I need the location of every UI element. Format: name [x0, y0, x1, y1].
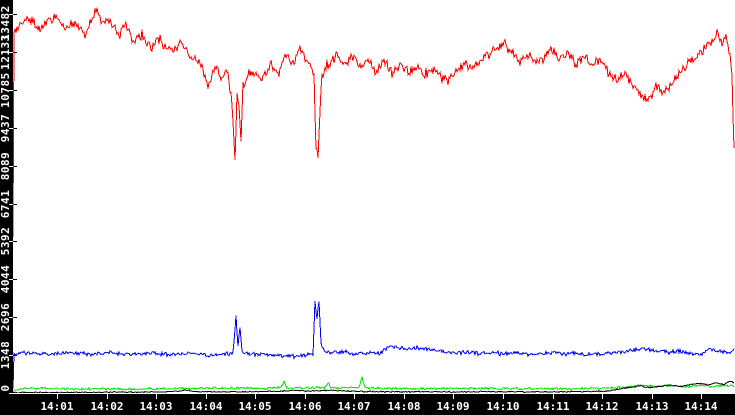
x-axis-tick [206, 394, 207, 399]
x-axis-tick-label: 14:14 [684, 400, 718, 413]
y-axis-tick-label: 8089 [0, 151, 12, 181]
y-axis-tick [9, 166, 13, 167]
x-axis-tick-label: 14:09 [436, 400, 470, 413]
y-axis-tick [9, 241, 13, 242]
y-axis-tick-label: 6741 [0, 189, 12, 219]
y-axis-tick [9, 90, 13, 91]
y-axis-inner-tick [13, 317, 17, 318]
y-axis-tick [9, 52, 13, 53]
y-axis-tick-label: 10785 [0, 72, 12, 108]
x-axis-tick-label: 14:03 [139, 400, 173, 413]
series-blue-trace [13, 301, 735, 389]
y-axis-inner-tick [13, 90, 17, 91]
y-axis-tick [9, 355, 13, 356]
x-axis-tick [305, 394, 306, 399]
x-axis-tick-label: 14:07 [337, 400, 371, 413]
y-axis-inner-tick [13, 166, 17, 167]
x-axis-tick [652, 394, 653, 399]
y-axis-tick-label: 1348 [0, 340, 12, 370]
series-green-trace [13, 376, 735, 392]
x-axis-tick [107, 394, 108, 399]
x-axis-tick [57, 394, 58, 399]
x-axis-tick-label: 14:11 [536, 400, 570, 413]
y-axis-inner-tick [13, 128, 17, 129]
x-axis-tick-label: 14:02 [90, 400, 124, 413]
series-red-trace [13, 7, 735, 237]
x-axis-tick [553, 394, 554, 399]
y-axis-inner-tick [13, 14, 17, 15]
y-axis-inner-tick [13, 204, 17, 205]
x-axis-tick [354, 394, 355, 399]
y-axis-inner-tick [13, 241, 17, 242]
x-axis-tick-label: 14:13 [635, 400, 669, 413]
y-axis: 0 1348 2696 4044 5392 6741 8089 9437 10785 12133 1… [0, 0, 13, 415]
x-axis-tick [404, 394, 405, 399]
y-axis-inner-tick [13, 52, 17, 53]
x-axis-tick-label: 14:12 [585, 400, 619, 413]
y-axis-tick [9, 317, 13, 318]
y-axis-tick-label: 4044 [0, 264, 12, 294]
x-axis-tick-label: 14:01 [40, 400, 74, 413]
y-axis-tick [9, 14, 13, 15]
x-axis-tick [701, 394, 702, 399]
x-axis-tick-label: 14:04 [189, 400, 223, 413]
y-axis-tick-label: 9437 [0, 113, 12, 143]
x-axis-tick-label: 14:08 [387, 400, 421, 413]
x-axis-tick [602, 394, 603, 399]
x-axis-tick-label: 14:06 [288, 400, 322, 413]
x-axis-tick [156, 394, 157, 399]
series-black-trace [13, 380, 735, 393]
y-axis-tick-label: 13482 [0, 5, 12, 41]
y-axis-tick [9, 204, 13, 205]
x-axis-tick-label: 14:10 [486, 400, 520, 413]
y-axis-tick [9, 279, 13, 280]
x-axis: 14:01 14:02 14:03 14:04 14:05 14:06 14:07 14:08… [0, 393, 735, 415]
plot-canvas [13, 7, 735, 393]
x-axis-tick [503, 394, 504, 399]
y-axis-inner-tick [13, 355, 17, 356]
x-axis-tick-label: 14:05 [238, 400, 272, 413]
y-axis-tick [9, 393, 13, 394]
plot-area [13, 0, 735, 393]
y-axis-tick-label: 2696 [0, 302, 12, 332]
y-axis-inner-tick [13, 279, 17, 280]
x-axis-tick [453, 394, 454, 399]
x-axis-tick [255, 394, 256, 399]
y-axis-tick [9, 128, 13, 129]
